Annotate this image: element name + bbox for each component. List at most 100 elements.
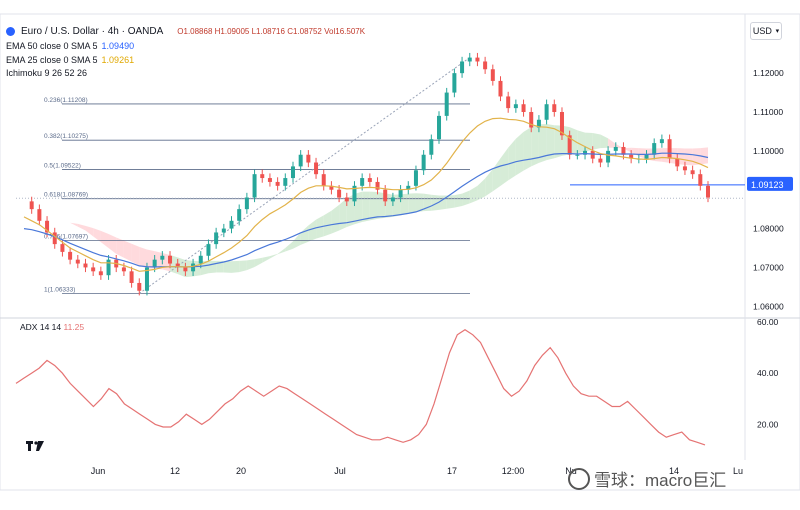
current-price-label: 1.09123 [751, 180, 784, 190]
candle-body [337, 189, 342, 198]
ichimoku-cloud-segment [469, 185, 478, 204]
candle-body [214, 232, 219, 245]
candle-body [475, 57, 480, 62]
candle-body [152, 259, 157, 268]
candle-body [175, 263, 180, 268]
time-axis-label: 12:00 [502, 466, 525, 476]
ohlc-volume: Vol16.507K [324, 27, 366, 36]
ema50-line [23, 152, 709, 268]
ohlc-high: H1.09005 [214, 27, 250, 36]
chart-header: Euro / U.S. Dollar · 4h · OANDA O1.08868… [6, 26, 365, 37]
fib-level-label: 0.236(1.11208) [44, 97, 88, 104]
legend-ema25[interactable]: EMA 25 close 0 SMA 5 1.09261 [6, 54, 134, 68]
legend-ema50[interactable]: EMA 50 close 0 SMA 5 1.09490 [6, 40, 134, 54]
candle-body [29, 201, 34, 210]
ichimoku-cloud-segment [239, 260, 247, 273]
candle-body [160, 255, 165, 260]
candle-body [529, 112, 534, 128]
candle-body [144, 267, 149, 291]
candle-body [198, 255, 203, 264]
fib-trend-line [138, 57, 471, 294]
fib-level-label: 1(1.06333) [44, 286, 75, 293]
candle-body [590, 150, 595, 159]
ichimoku-cloud-segment [362, 191, 370, 222]
legend-ema25-label: EMA 25 close 0 SMA 5 [6, 54, 98, 65]
candle-body [91, 267, 96, 272]
candle-body [383, 189, 388, 202]
candle-body [644, 154, 649, 159]
candle-body [690, 170, 695, 175]
ema25-line [23, 117, 709, 272]
time-axis-label: Jun [91, 466, 106, 476]
candle-body [252, 174, 257, 198]
candle-body [682, 166, 687, 171]
ichimoku-cloud-segment [246, 259, 255, 271]
adx-tick-label: 60.00 [757, 317, 779, 327]
ohlc-low: L1.08716 [251, 27, 285, 36]
candle-body [675, 158, 680, 167]
candle-body [60, 244, 65, 252]
candle-body [98, 271, 103, 276]
candle-body [613, 146, 618, 151]
candle-body [406, 185, 411, 190]
candle-body [421, 154, 426, 171]
adx-line [15, 328, 706, 446]
ichimoku-cloud-segment [439, 195, 447, 210]
candle-body [652, 143, 657, 155]
candle-body [559, 112, 564, 136]
time-axis-label: 12 [170, 466, 180, 476]
candle-body [506, 96, 511, 109]
fib-level-label: 0.5(1.09522) [44, 162, 81, 169]
legend-ichimoku-label: Ichimoku 9 26 52 26 [6, 68, 88, 78]
ichimoku-cloud-segment [546, 124, 555, 161]
legend-ema50-value: 1.09490 [101, 41, 135, 51]
ichimoku-cloud-segment [700, 147, 708, 165]
ichimoku-cloud-segment [269, 253, 278, 259]
ichimoku-cloud-segment [116, 237, 124, 258]
candle-body [598, 158, 603, 163]
ichimoku-cloud-segment [70, 222, 78, 227]
legend-ichimoku[interactable]: Ichimoku 9 26 52 26 [6, 67, 134, 81]
fib-level-label: 0.618(1.08769) [44, 192, 88, 199]
ichimoku-cloud-segment [515, 131, 524, 176]
candle-body [606, 150, 611, 163]
currency-selector[interactable]: USD ▾ [750, 22, 782, 40]
candle-body [314, 162, 319, 175]
candle-body [68, 251, 73, 260]
tradingview-logo-icon[interactable] [26, 438, 44, 454]
fib-level-label: 0.786(1.07697) [44, 233, 88, 240]
candle-body [352, 185, 357, 202]
tv-logo-svg [26, 441, 44, 451]
candle-body [75, 259, 80, 264]
candle-body [544, 104, 549, 120]
price-tick-label: 1.12000 [753, 68, 784, 78]
ohlc-readout: O1.08868 H1.09005 L1.08716 C1.08752 Vol1… [177, 27, 365, 36]
currency-label: USD [752, 26, 772, 36]
candle-body [437, 115, 442, 140]
ichimoku-cloud-segment [300, 225, 309, 245]
candle-body [567, 135, 572, 155]
candle-body [106, 259, 111, 276]
candle-body [706, 185, 710, 198]
candle-body [536, 119, 541, 128]
candle-body [290, 166, 295, 179]
ichimoku-cloud-segment [523, 127, 532, 171]
ichimoku-cloud-segment [369, 191, 378, 221]
adx-title: ADX 14 14 [20, 322, 62, 332]
price-tick-label: 1.08000 [753, 224, 784, 234]
ichimoku-cloud-segment [262, 256, 270, 263]
ohlc-close: C1.08752 [287, 27, 322, 36]
snowball-logo-icon [568, 467, 590, 490]
ichimoku-cloud-segment [254, 257, 263, 268]
price-tick-label: 1.10000 [753, 146, 784, 156]
candle-body [698, 174, 703, 186]
watermark-text: 雪球：macro巨汇 [594, 471, 727, 490]
adx-legend[interactable]: ADX 14 14 11.25 [20, 322, 84, 332]
ohlc-open: O1.08868 [177, 27, 213, 36]
ichimoku-cloud-segment [331, 204, 340, 234]
candle-body [37, 209, 42, 221]
ichimoku-cloud-segment [323, 210, 332, 237]
time-axis-label: Lu [733, 466, 743, 476]
